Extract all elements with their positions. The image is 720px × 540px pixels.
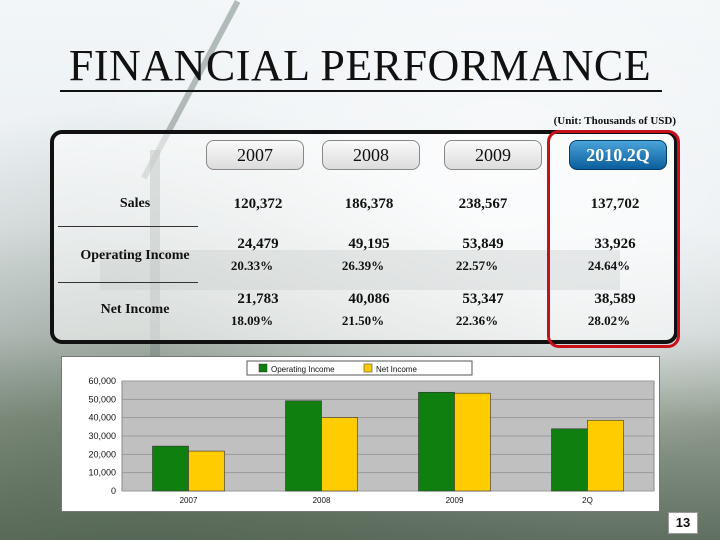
table-cell-margin: 28.02%	[587, 313, 631, 328]
y-tick-label: 60,000	[88, 376, 116, 386]
row-divider	[58, 282, 198, 283]
legend-box	[246, 360, 473, 376]
column-header-2009: 2009	[444, 140, 542, 170]
row-label: Sales	[119, 196, 151, 211]
y-tick-label: 30,000	[88, 431, 116, 441]
row-divider	[58, 226, 198, 227]
legend-label: Net Income	[376, 365, 417, 374]
x-tick-label: 2008	[313, 496, 331, 505]
column-header-2007: 2007	[206, 140, 304, 170]
table-cell-value: 53,849	[462, 236, 504, 252]
table-cell-value: 38,589	[594, 291, 636, 307]
y-tick-label: 20,000	[88, 449, 116, 459]
table-cell-margin: 26.39%	[341, 258, 385, 273]
page-title: FINANCIAL PERFORMANCE	[68, 41, 652, 90]
legend-label: Operating Income	[271, 365, 335, 374]
table-cell-value: 53,347	[462, 291, 504, 307]
y-tick-label: 40,000	[88, 413, 116, 423]
table-cell-margin: 24.64%	[587, 258, 631, 273]
bar-net-income	[321, 417, 358, 492]
table-cell-value: 33,926	[594, 236, 636, 252]
bar-net-income	[587, 419, 624, 492]
table-cell-value: 137,702	[590, 196, 640, 212]
bar-net-income	[188, 450, 225, 492]
table-cell-margin: 22.57%	[455, 258, 499, 273]
y-tick-label: 50,000	[88, 394, 116, 404]
legend-swatch	[363, 363, 373, 373]
x-tick-label: 2009	[446, 496, 464, 505]
x-tick-label: 2Q	[582, 496, 593, 505]
table-cell-value: 49,195	[348, 236, 390, 252]
y-tick-label: 0	[111, 486, 116, 496]
table-cell-margin: 22.36%	[455, 313, 499, 328]
row-label: Operating Income	[80, 248, 190, 263]
table-cell-margin: 20.33%	[230, 258, 274, 273]
legend-swatch	[258, 363, 268, 373]
highlight-column-2010-2q	[547, 130, 680, 348]
table-cell-value: 21,783	[237, 291, 279, 307]
table-cell-value: 186,378	[344, 196, 394, 212]
unit-note: (Unit: Thousands of USD)	[553, 115, 676, 127]
column-header-2008: 2008	[322, 140, 420, 170]
table-cell-value: 120,372	[233, 196, 283, 212]
table-cell-value: 238,567	[458, 196, 508, 212]
table-cell-value: 24,479	[237, 236, 279, 252]
table-cell-margin: 18.09%	[230, 313, 274, 328]
y-tick-label: 10,000	[88, 468, 116, 478]
bar-operating-income	[551, 428, 588, 492]
page-number: 13	[668, 512, 698, 534]
bar-chart-svg: 0 10,000 20,000 30,000 40,000 50,000 60,000 200…	[88, 360, 655, 505]
column-header-2010-2q: 2010.2Q	[569, 140, 667, 170]
bar-net-income	[454, 392, 491, 492]
row-label: Net Income	[100, 302, 170, 317]
bar-operating-income	[285, 400, 322, 492]
title-underline	[60, 90, 662, 92]
bar-operating-income	[152, 445, 189, 492]
table-cell-margin: 21.50%	[341, 313, 385, 328]
bar-chart: 0 10,000 20,000 30,000 40,000 50,000 60,000 200…	[61, 356, 660, 512]
x-tick-label: 2007	[180, 496, 198, 505]
table-cell-value: 40,086	[348, 291, 390, 307]
bar-operating-income	[418, 391, 455, 492]
